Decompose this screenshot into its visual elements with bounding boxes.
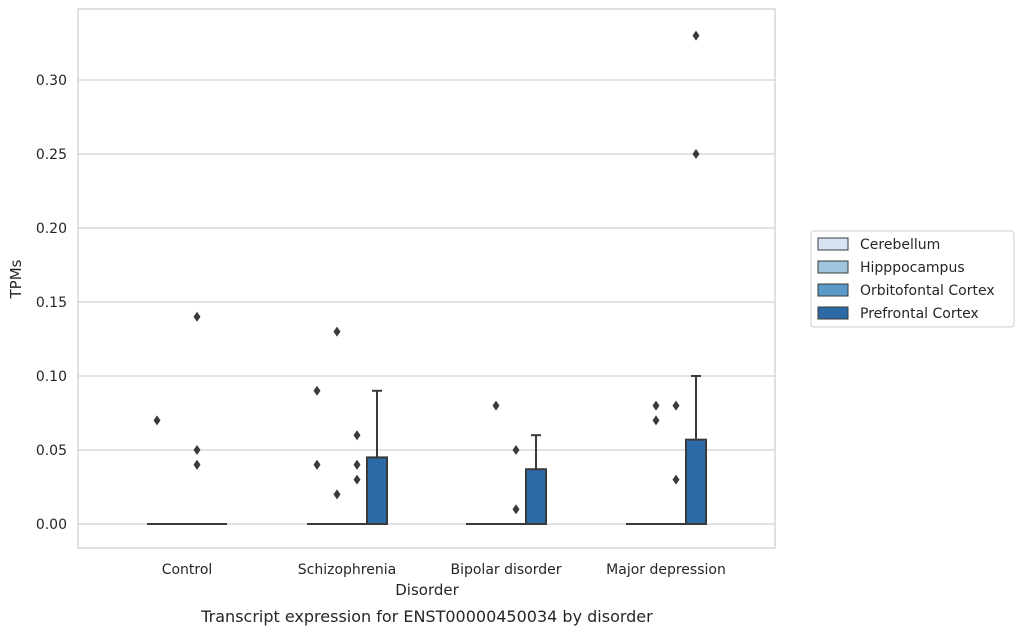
y-tick-label: 0.25: [36, 147, 67, 163]
outlier-point: [652, 400, 660, 411]
outlier-point: [692, 149, 700, 159]
legend-swatch: [817, 237, 849, 251]
x-axis-title: Disorder: [395, 581, 459, 599]
box: [147, 415, 167, 525]
box: [486, 400, 506, 525]
y-tick-label: 0.00: [36, 517, 67, 533]
box: [366, 389, 388, 525]
outlier-point: [333, 326, 341, 337]
x-tick-label: Bipolar disorder: [450, 562, 561, 578]
box-body: [366, 456, 388, 525]
legend-label: Orbitofontal Cortex: [860, 283, 995, 299]
y-tick-label: 0.30: [36, 73, 67, 89]
outlier-point: [353, 459, 361, 470]
outlier-point: [153, 415, 161, 426]
outlier-point: [353, 474, 361, 485]
outlier-point: [353, 430, 361, 441]
outlier-point: [672, 400, 680, 411]
y-tick-label: 0.10: [36, 369, 67, 385]
plot-background: [78, 9, 775, 548]
legend-swatch: [817, 283, 849, 297]
outlier-point: [193, 311, 201, 322]
legend-swatch: [817, 306, 849, 320]
x-tick-label: Schizophrenia: [298, 562, 396, 578]
outlier-point: [333, 489, 341, 500]
box-body: [525, 468, 547, 525]
outlier-point: [672, 474, 680, 485]
x-tick-labels: Control Schizophrenia Bipolar disorder Majo…: [162, 562, 726, 578]
box: [327, 326, 347, 525]
outlier-point: [512, 504, 520, 515]
x-tick-label: Major depression: [606, 562, 726, 578]
y-axis-title: TPMs: [7, 259, 25, 299]
box-series: [147, 30, 707, 526]
outlier-point: [313, 385, 321, 396]
box-body: [685, 438, 707, 526]
y-tick-label: 0.15: [36, 295, 67, 311]
outlier-point: [193, 445, 201, 455]
legend-label: Cerebellum: [860, 237, 940, 253]
outlier-point: [492, 400, 500, 411]
plot-frame: [77, 8, 776, 549]
outlier-point: [512, 445, 520, 455]
legend-label: Hipppocampus: [860, 260, 965, 276]
outlier-point: [652, 415, 660, 426]
box: [307, 385, 327, 525]
box: [646, 400, 666, 525]
box: [187, 311, 207, 525]
outlier-point: [313, 459, 321, 470]
legend-swatch: [817, 260, 849, 274]
outlier-point: [193, 459, 201, 470]
box: [506, 445, 526, 525]
y-tick-label: 0.05: [36, 443, 67, 459]
legend: Cerebellum Hipppocampus Orbitofontal Corte…: [810, 230, 1015, 328]
box: [347, 430, 367, 525]
legend-frame: [810, 230, 1015, 328]
legend-label: Prefrontal Cortex: [860, 306, 979, 322]
chart-caption: Transcript expression for ENST0000045003…: [200, 607, 653, 626]
box: [685, 30, 707, 526]
outlier-point: [692, 30, 700, 41]
box: [666, 400, 686, 525]
y-tick-labels: 0.00 0.05 0.10 0.15 0.20 0.25 0.30: [36, 73, 67, 533]
x-tick-label: Control: [162, 562, 213, 578]
y-tick-label: 0.20: [36, 221, 67, 237]
box: [525, 434, 547, 525]
